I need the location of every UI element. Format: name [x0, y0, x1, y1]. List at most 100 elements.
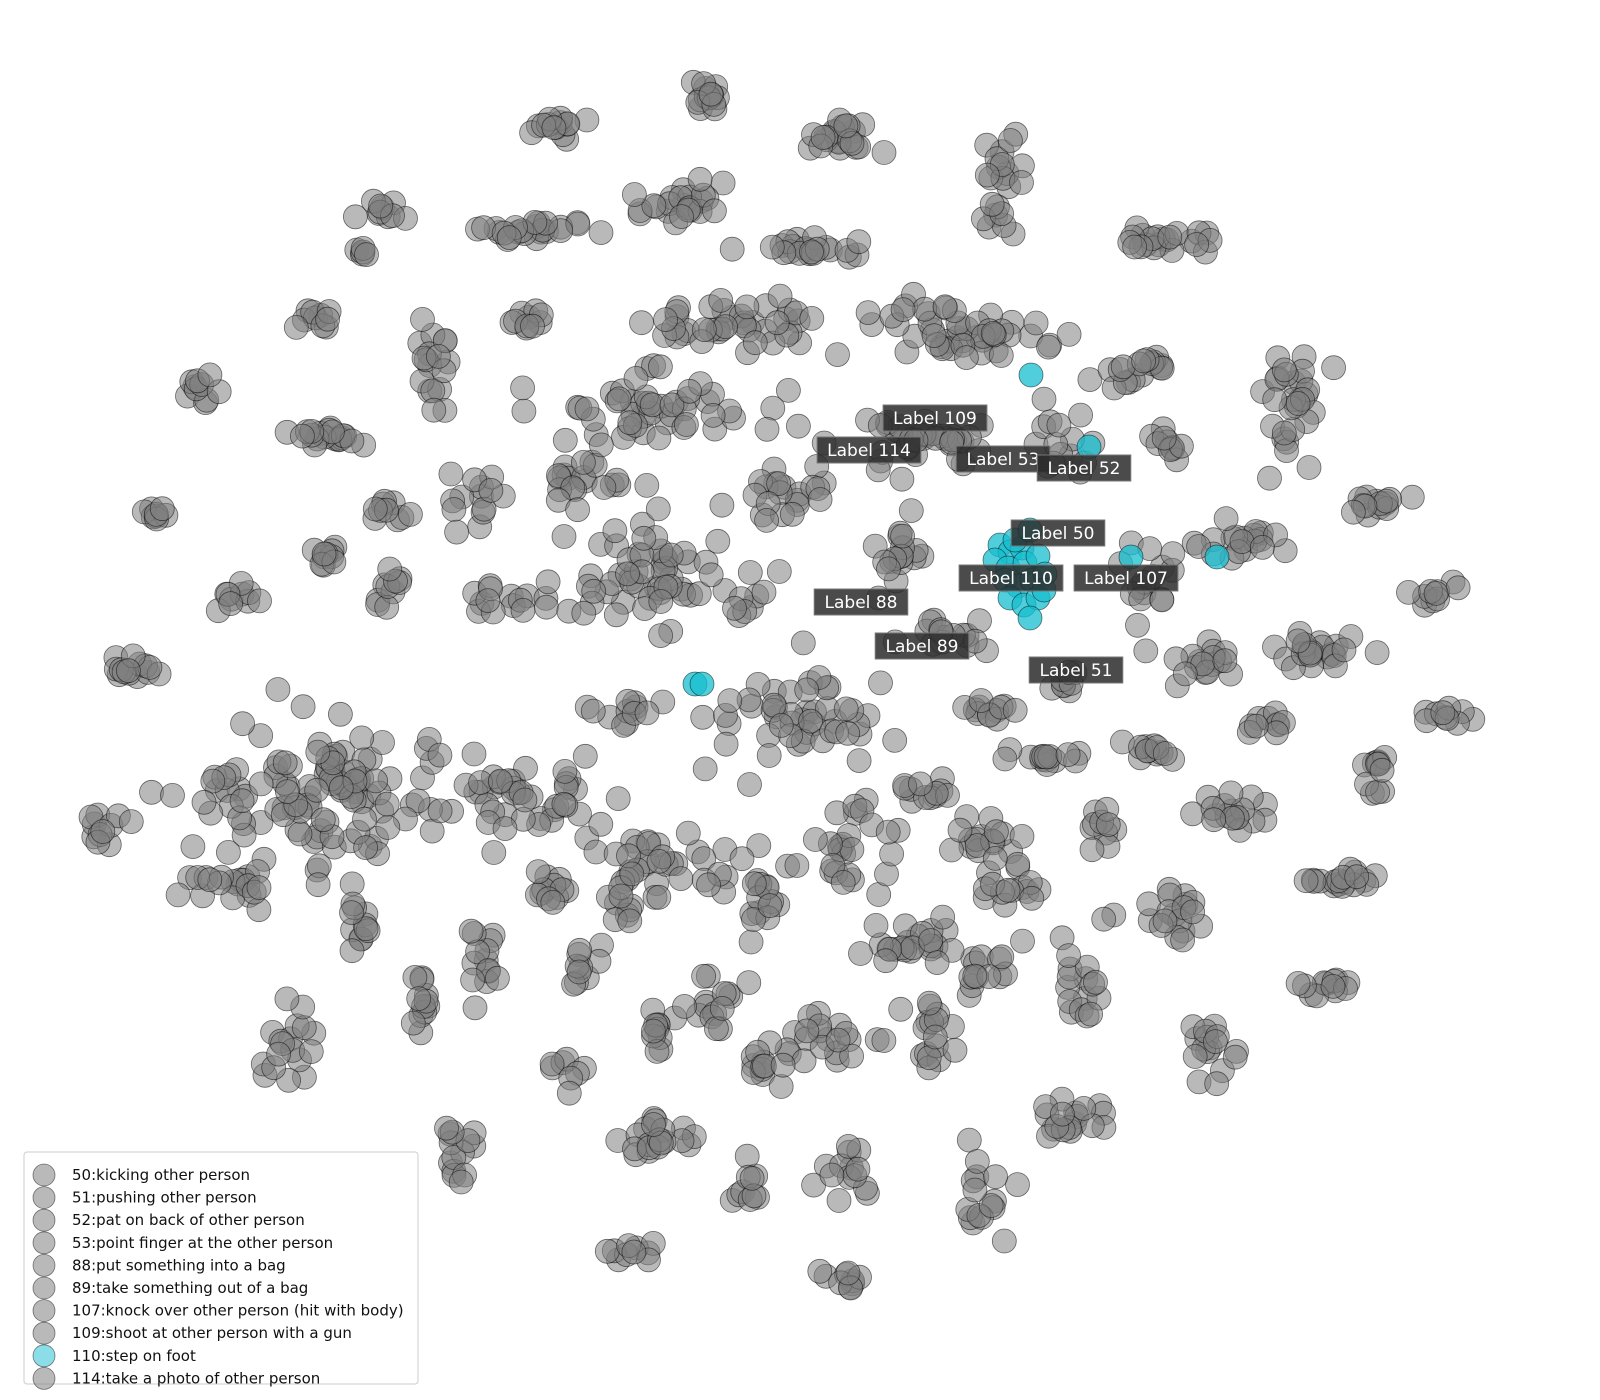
- cluster-label-text: Label 52: [1048, 459, 1121, 479]
- point: [751, 579, 777, 605]
- point: [197, 867, 223, 893]
- cluster-label-box: [1036, 454, 1132, 482]
- point: [653, 307, 678, 333]
- legend-box: [23, 1151, 419, 1385]
- legend-marker: [32, 1367, 56, 1390]
- point: [947, 817, 973, 843]
- legend-item: 50:kicking other person: [32, 1163, 250, 1187]
- point: [274, 986, 300, 1012]
- point: [729, 846, 755, 872]
- point: [784, 853, 810, 878]
- point: [588, 432, 614, 458]
- highlight-point: [1204, 544, 1230, 570]
- point: [908, 771, 933, 797]
- point: [962, 1177, 988, 1203]
- cluster-label: Label 109: [882, 404, 988, 432]
- point: [825, 342, 850, 368]
- point: [1331, 637, 1357, 663]
- legend-label: 52:pat on back of other person: [72, 1211, 305, 1229]
- point: [1271, 357, 1297, 383]
- point: [692, 317, 717, 343]
- point: [737, 560, 763, 585]
- point: [879, 841, 904, 867]
- legend-label: 110:step on foot: [72, 1347, 196, 1365]
- point: [354, 242, 379, 268]
- point: [675, 820, 701, 846]
- point: [686, 581, 712, 607]
- point: [803, 827, 828, 852]
- point: [942, 1037, 968, 1063]
- point: [702, 198, 727, 224]
- legend-item: 107:knock over other person (hit with bo…: [32, 1299, 404, 1322]
- legend: 50:kicking other person 51:pushing other …: [23, 1151, 419, 1390]
- cluster-label-text: Label 50: [1022, 524, 1095, 544]
- point: [645, 496, 671, 522]
- point: [692, 756, 718, 782]
- cluster-label-text: Label 114: [827, 441, 911, 461]
- point: [898, 498, 924, 524]
- point: [1131, 348, 1156, 374]
- point: [427, 798, 453, 824]
- point: [717, 688, 743, 713]
- point: [754, 416, 780, 442]
- point: [1172, 661, 1198, 687]
- cluster-label-box: [813, 588, 909, 616]
- point: [541, 115, 567, 141]
- cluster-label: Label 50: [1010, 519, 1106, 547]
- point: [768, 1074, 794, 1099]
- cluster-label: Label 110: [958, 564, 1064, 592]
- point: [623, 365, 649, 391]
- point: [574, 396, 600, 422]
- point: [991, 1228, 1017, 1254]
- point: [962, 963, 988, 989]
- legend-item: 110:step on foot: [32, 1344, 196, 1368]
- legend-label: 107:knock over other person (hit with bo…: [72, 1302, 404, 1320]
- point: [484, 965, 510, 991]
- point: [520, 313, 545, 339]
- point: [634, 700, 660, 726]
- point: [648, 354, 673, 380]
- point: [315, 306, 341, 332]
- point: [1396, 580, 1421, 605]
- point: [1077, 367, 1103, 393]
- point: [460, 967, 486, 993]
- cluster-label-box: [1028, 656, 1124, 684]
- point: [746, 833, 772, 858]
- point: [353, 835, 379, 860]
- legend-marker: [32, 1344, 56, 1368]
- point: [835, 720, 861, 746]
- point: [438, 461, 464, 487]
- point: [1364, 640, 1390, 665]
- point: [197, 362, 223, 388]
- cluster-label-box: [816, 436, 922, 464]
- point: [998, 128, 1023, 153]
- point: [617, 410, 643, 436]
- point: [768, 713, 794, 738]
- point: [1285, 391, 1311, 416]
- point: [362, 496, 388, 522]
- point: [1031, 386, 1057, 412]
- point: [836, 1134, 861, 1159]
- point: [756, 743, 782, 768]
- point: [139, 779, 164, 805]
- point: [954, 345, 979, 371]
- point: [737, 772, 762, 797]
- cluster-label-text: Label 107: [1084, 569, 1168, 589]
- point: [510, 375, 535, 401]
- point: [992, 746, 1018, 772]
- cluster-label-text: Label 53: [967, 450, 1040, 470]
- point: [606, 386, 632, 412]
- point: [845, 1156, 871, 1182]
- point: [1262, 387, 1288, 413]
- point: [741, 907, 766, 932]
- point: [619, 861, 645, 887]
- legend-label: 114:take a photo of other person: [72, 1369, 320, 1387]
- point: [552, 427, 578, 453]
- point: [603, 602, 629, 628]
- point: [427, 742, 453, 768]
- point: [922, 1024, 948, 1050]
- point: [248, 771, 274, 797]
- point: [1071, 1096, 1097, 1121]
- point: [1293, 868, 1319, 894]
